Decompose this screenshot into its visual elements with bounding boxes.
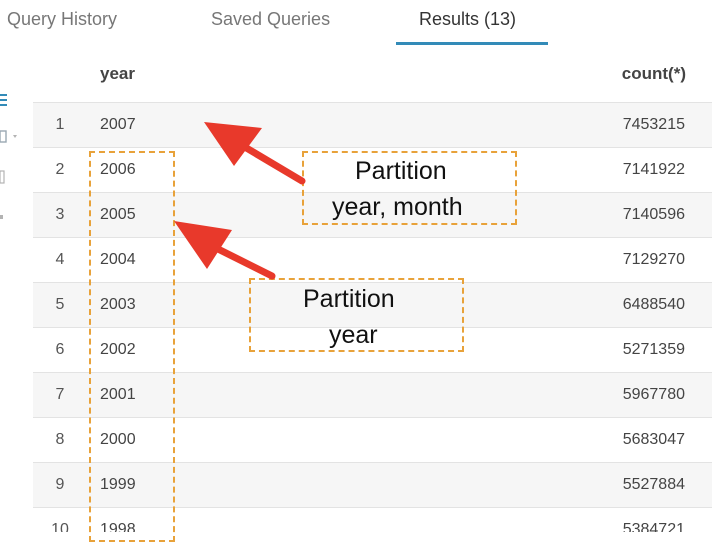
active-tab-indicator: [396, 42, 548, 45]
table-row[interactable]: 5 2003 6488540: [33, 282, 712, 327]
table-row[interactable]: 4 2004 7129270: [33, 237, 712, 282]
row-index: 6: [55, 341, 65, 358]
cell-year: 2002: [100, 341, 136, 358]
cell-count: 7141922: [622, 161, 685, 178]
table-row[interactable]: 7 2001 5967780: [33, 372, 712, 417]
partition-year-line2: year: [329, 321, 378, 349]
table-row[interactable]: 1 2007 7453215: [33, 102, 712, 147]
cell-year: 2004: [100, 251, 136, 268]
cell-year: 2001: [100, 386, 136, 403]
row-index: 8: [55, 431, 65, 448]
row-index: 3: [55, 206, 65, 223]
row-index: 1: [55, 116, 65, 133]
cell-year: 2000: [100, 431, 136, 448]
cell-year: 1998: [100, 521, 136, 532]
year-column-highlight: [89, 151, 175, 542]
cell-count: 5527884: [622, 476, 685, 493]
tab-saved-queries[interactable]: Saved Queries: [211, 9, 331, 29]
cell-year: 2006: [100, 161, 136, 178]
table-row[interactable]: 2 2006 7141922: [33, 147, 712, 192]
partition-year-month-line2: year, month: [332, 193, 463, 221]
partition-year-month-line1: Partition: [355, 157, 447, 185]
cell-year: 1999: [100, 476, 136, 493]
row-index: 7: [55, 386, 65, 403]
partition-year-line1: Partition: [303, 285, 395, 313]
chart-icon[interactable]: [0, 208, 6, 226]
table-row[interactable]: 10 1998 5384721: [33, 507, 712, 532]
grid-select-icon[interactable]: [0, 130, 26, 149]
results-tabs: Query History Saved Queries Results (13): [0, 0, 712, 46]
cell-count: 7140596: [622, 206, 685, 223]
tab-query-history[interactable]: Query History: [7, 9, 118, 29]
row-index: 4: [55, 251, 65, 268]
cell-count: 7453215: [622, 116, 685, 133]
cell-count: 5967780: [622, 386, 685, 403]
table-row[interactable]: 6 2002 5271359: [33, 327, 712, 372]
grid-header: year count(*): [33, 50, 712, 102]
cell-count: 6488540: [622, 296, 685, 313]
row-index: 5: [55, 296, 65, 313]
column-header-year[interactable]: year: [100, 64, 135, 83]
cell-count: 5683047: [622, 431, 685, 448]
list-icon[interactable]: [0, 93, 8, 112]
cell-year: 2007: [100, 116, 136, 133]
cell-year: 2005: [100, 206, 136, 223]
row-index: 10: [51, 521, 69, 532]
table-row[interactable]: 9 1999 5527884: [33, 462, 712, 507]
row-index: 2: [55, 161, 65, 178]
square-icon[interactable]: [0, 170, 6, 189]
cell-count: 5384721: [622, 521, 685, 532]
row-index: 9: [55, 476, 65, 493]
partition-year-callout: [249, 278, 464, 352]
tab-results[interactable]: Results (13): [419, 9, 517, 29]
cell-count: 5271359: [622, 341, 685, 358]
table-row[interactable]: 8 2000 5683047: [33, 417, 712, 462]
table-row[interactable]: 3 2005 7140596: [33, 192, 712, 237]
partition-year-month-callout: [302, 151, 517, 225]
cell-count: 7129270: [622, 251, 685, 268]
column-header-count[interactable]: count(*): [621, 64, 686, 83]
cell-year: 2003: [100, 296, 136, 313]
